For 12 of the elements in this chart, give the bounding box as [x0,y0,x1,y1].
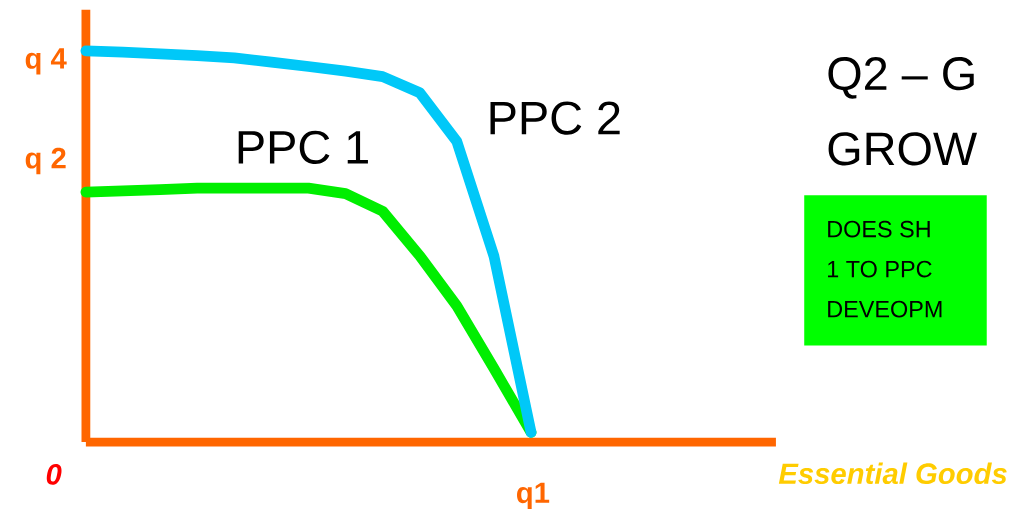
text: DEVEOPM [828,300,942,318]
x-axis-title: Essential Goods [778,462,1007,484]
text: GROW [828,132,978,166]
text: DOES SH [828,220,930,238]
text: 0 [46,463,62,485]
text: q1 [517,482,550,509]
text: Q2 – G [828,56,974,99]
series-label: PPC 1 [238,130,368,164]
text: q 2 [25,147,66,175]
text: q 4 [25,48,67,75]
series-label: PPC 2 [490,101,620,135]
text: 1 TO PPC [828,260,932,278]
